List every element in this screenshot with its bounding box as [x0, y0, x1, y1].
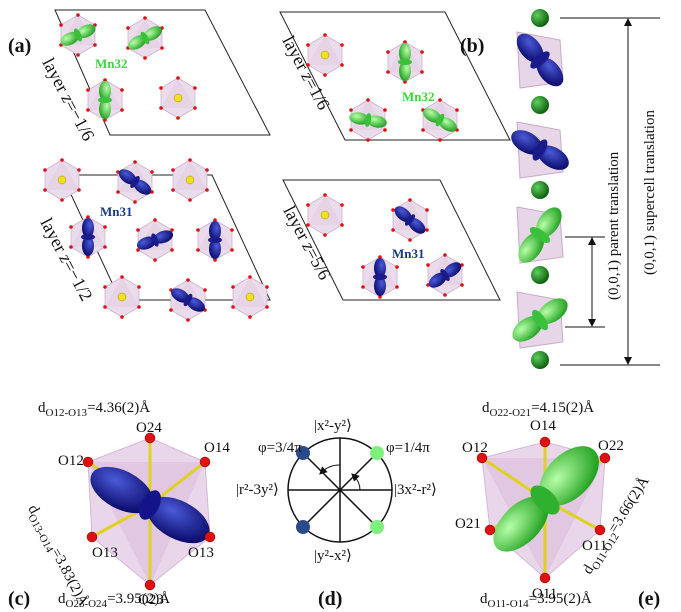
panel-label: (a) [8, 35, 31, 57]
atom-label: O14 [204, 440, 230, 456]
figure: (a) (b) (c) (d) (e) layer z=−1/6Mn32laye… [0, 0, 681, 612]
orbital-shape [58, 176, 66, 184]
ion-label: Mn32 [402, 89, 435, 104]
orbital-shape [246, 293, 254, 301]
atom-label: O11 [532, 586, 557, 602]
mn-site [246, 293, 254, 301]
parent-translation: (0,0,1) parent translation [606, 151, 622, 300]
state-label: |3x²-r²⟩ [394, 482, 437, 498]
supercell-translation: (0,0,1) supercell translation [642, 110, 658, 275]
orbital [373, 258, 387, 296]
atom-label: O13 [92, 545, 118, 561]
atom-label: O14 [530, 418, 556, 434]
distance-pair: O13-O14 [25, 512, 55, 555]
distance-pair: O12-O13 [46, 407, 88, 419]
atom [531, 96, 549, 114]
state-label: |y²-x²⟩ [314, 548, 352, 564]
state-label: |r²-3y²⟩ [236, 482, 279, 498]
orbital-shape [398, 43, 412, 81]
atom [531, 181, 549, 199]
orbital-shape [321, 51, 329, 59]
atom-label: O23 [138, 592, 164, 608]
page: (a) (b) (c) (d) (e) layer z=−1/6Mn32laye… [0, 0, 681, 612]
mn-site [118, 293, 126, 301]
atom-label: O12 [58, 453, 84, 469]
orbital [398, 43, 412, 81]
mn-site [321, 211, 329, 219]
orbital [98, 81, 112, 119]
layer-value: =−1/2 [59, 256, 97, 304]
panel-label: (e) [638, 588, 660, 610]
orbital-shape [321, 211, 329, 219]
octahedron-c [83, 433, 217, 590]
atom-label: O22 [598, 438, 624, 454]
atom-label: O12 [462, 440, 488, 456]
orbital [208, 221, 222, 259]
atom-label: O11 [582, 538, 607, 554]
orbital-shape [373, 258, 387, 296]
ion-label: Mn31 [392, 246, 425, 261]
orbital-shape [118, 293, 126, 301]
panel-label: (c) [8, 588, 30, 610]
orbital-shape [208, 221, 222, 259]
distance-label: dO13-O14=3.83(2)Å [22, 502, 91, 610]
distance-value: =4.15(2)Å [531, 400, 594, 416]
orbital-shape [98, 81, 112, 119]
mn-site [186, 176, 194, 184]
atom [531, 266, 549, 284]
orbital-shape [174, 94, 182, 102]
layer-value: =1/6 [301, 74, 334, 113]
mn-site [58, 176, 66, 184]
orbital-shape [186, 176, 194, 184]
distance-label: dO12-O13=4.36(2)Å [38, 400, 150, 419]
octahedron-e [477, 435, 610, 583]
mn-site [321, 51, 329, 59]
layer-value: =5/6 [302, 244, 335, 283]
distance-pair: O11-O14 [488, 598, 530, 610]
ion-label: Mn31 [100, 204, 133, 219]
ion-label: Mn32 [95, 56, 128, 71]
phase-label: φ=3/4π [258, 440, 302, 456]
distance-value: =3.66(2)Å [606, 474, 653, 536]
atom-label: O13 [188, 545, 214, 561]
atom-label: O21 [455, 516, 481, 532]
distance-pair: O22-O21 [490, 407, 532, 419]
state-label: |x²-y²⟩ [314, 418, 352, 434]
atom-label: O24 [136, 420, 162, 436]
orbital-shape [81, 218, 95, 256]
atom [531, 9, 549, 27]
distance-value: =4.36(2)Å [87, 400, 150, 416]
orbital [81, 218, 95, 256]
distance-label: dO22-O21=4.15(2)Å [482, 400, 594, 419]
atom [531, 351, 549, 369]
panel-label: (b) [460, 35, 484, 57]
distance-pair: O23-O24 [66, 598, 108, 610]
mn-site [174, 94, 182, 102]
panel-label: (d) [318, 588, 342, 610]
phase-label: φ=1/4π [386, 440, 430, 456]
